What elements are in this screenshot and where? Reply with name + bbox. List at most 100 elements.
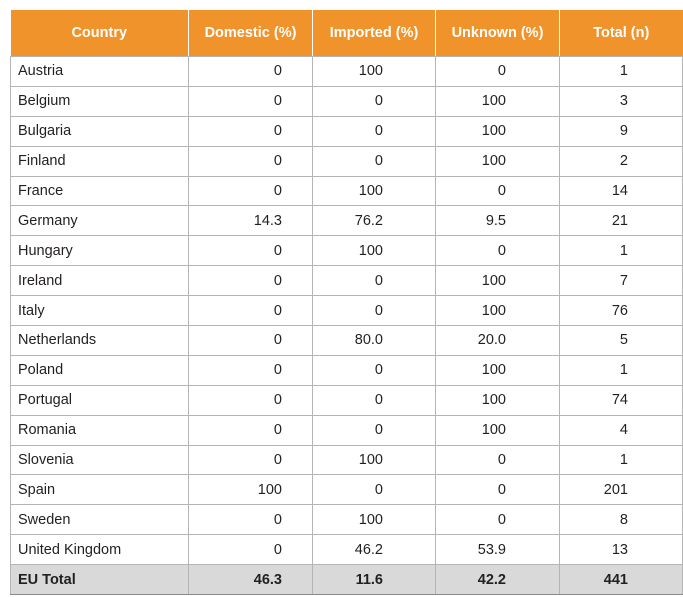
cell-country: Ireland <box>10 265 189 297</box>
cell-country: Romania <box>10 415 189 446</box>
cell-total: 8 <box>559 504 683 536</box>
table-row: Finland 0 0 100 2 <box>10 146 683 177</box>
table-row: Portugal 0 0 100 74 <box>10 385 683 416</box>
total-cell-imported: 11.6 <box>312 564 436 596</box>
table-row: United Kingdom 0 46.2 53.9 13 <box>10 534 683 566</box>
column-header-unknown: Unknown (%) <box>435 10 560 57</box>
cell-total: 3 <box>559 86 683 117</box>
cell-domestic: 0 <box>188 56 313 87</box>
cell-imported: 0 <box>312 86 436 117</box>
cell-country: Germany <box>10 205 189 237</box>
cell-unknown: 0 <box>435 445 560 476</box>
cell-country: Slovenia <box>10 445 189 476</box>
total-cell-unknown: 42.2 <box>435 564 560 596</box>
cell-unknown: 0 <box>435 235 560 267</box>
total-cell-domestic: 46.3 <box>188 564 313 596</box>
cell-imported: 46.2 <box>312 534 436 566</box>
cell-unknown: 100 <box>435 415 560 446</box>
cell-unknown: 100 <box>435 295 560 327</box>
cell-country: Austria <box>10 56 189 87</box>
table-row: Netherlands 0 80.0 20.0 5 <box>10 325 683 356</box>
cell-total: 1 <box>559 355 683 386</box>
cell-unknown: 53.9 <box>435 534 560 566</box>
cell-total: 13 <box>559 534 683 566</box>
cell-domestic: 0 <box>188 116 313 147</box>
cell-domestic: 0 <box>188 355 313 386</box>
cell-domestic: 0 <box>188 176 313 207</box>
cell-domestic: 0 <box>188 235 313 267</box>
cell-domestic: 0 <box>188 86 313 117</box>
cell-domestic: 0 <box>188 534 313 566</box>
cell-imported: 0 <box>312 355 436 386</box>
cell-imported: 100 <box>312 56 436 87</box>
cell-country: France <box>10 176 189 207</box>
table-row: Poland 0 0 100 1 <box>10 355 683 386</box>
table-row: Spain 100 0 0 201 <box>10 474 683 506</box>
cell-unknown: 20.0 <box>435 325 560 356</box>
cell-total: 1 <box>559 56 683 87</box>
cell-imported: 0 <box>312 265 436 297</box>
cell-country: Spain <box>10 474 189 506</box>
cell-country: Hungary <box>10 235 189 267</box>
cell-domestic: 0 <box>188 325 313 356</box>
table-row: Sweden 0 100 0 8 <box>10 504 683 536</box>
cell-total: 7 <box>559 265 683 297</box>
cell-imported: 80.0 <box>312 325 436 356</box>
cell-imported: 0 <box>312 385 436 416</box>
cell-country: Portugal <box>10 385 189 416</box>
table-row: Hungary 0 100 0 1 <box>10 235 683 267</box>
cell-unknown: 9.5 <box>435 205 560 237</box>
table-row: France 0 100 0 14 <box>10 176 683 207</box>
table-row: Slovenia 0 100 0 1 <box>10 445 683 476</box>
column-header-country: Country <box>10 10 189 57</box>
cell-unknown: 100 <box>435 86 560 117</box>
cell-domestic: 0 <box>188 146 313 177</box>
cell-total: 14 <box>559 176 683 207</box>
cell-total: 2 <box>559 146 683 177</box>
cell-unknown: 100 <box>435 146 560 177</box>
data-table-container: Country Domestic (%) Imported (%) Unknow… <box>10 10 683 596</box>
cell-unknown: 100 <box>435 265 560 297</box>
country-data-table: Country Domestic (%) Imported (%) Unknow… <box>10 10 683 596</box>
cell-unknown: 100 <box>435 355 560 386</box>
table-row: Romania 0 0 100 4 <box>10 415 683 446</box>
cell-country: Sweden <box>10 504 189 536</box>
cell-imported: 100 <box>312 504 436 536</box>
cell-domestic: 14.3 <box>188 205 313 237</box>
table-row: Austria 0 100 0 1 <box>10 56 683 87</box>
cell-total: 21 <box>559 205 683 237</box>
table-row: Belgium 0 0 100 3 <box>10 86 683 117</box>
cell-imported: 100 <box>312 445 436 476</box>
cell-imported: 0 <box>312 146 436 177</box>
cell-country: Poland <box>10 355 189 386</box>
table-row: Ireland 0 0 100 7 <box>10 265 683 297</box>
cell-domestic: 0 <box>188 415 313 446</box>
table-row: Italy 0 0 100 76 <box>10 295 683 327</box>
cell-unknown: 0 <box>435 176 560 207</box>
total-cell-country: EU Total <box>10 564 189 596</box>
cell-country: Italy <box>10 295 189 327</box>
cell-domestic: 0 <box>188 385 313 416</box>
cell-imported: 76.2 <box>312 205 436 237</box>
cell-total: 1 <box>559 445 683 476</box>
cell-unknown: 100 <box>435 116 560 147</box>
cell-total: 9 <box>559 116 683 147</box>
cell-imported: 0 <box>312 116 436 147</box>
cell-total: 74 <box>559 385 683 416</box>
cell-total: 4 <box>559 415 683 446</box>
column-header-imported: Imported (%) <box>312 10 436 57</box>
cell-domestic: 0 <box>188 445 313 476</box>
cell-total: 76 <box>559 295 683 327</box>
total-cell-total: 441 <box>559 564 683 596</box>
cell-unknown: 0 <box>435 56 560 87</box>
cell-country: United Kingdom <box>10 534 189 566</box>
cell-country: Belgium <box>10 86 189 117</box>
cell-domestic: 0 <box>188 504 313 536</box>
eu-total-row: EU Total 46.3 11.6 42.2 441 <box>10 564 683 596</box>
cell-domestic: 0 <box>188 295 313 327</box>
cell-unknown: 0 <box>435 474 560 506</box>
cell-unknown: 100 <box>435 385 560 416</box>
cell-imported: 0 <box>312 474 436 506</box>
column-header-domestic: Domestic (%) <box>188 10 313 57</box>
table-row: Germany 14.3 76.2 9.5 21 <box>10 205 683 237</box>
